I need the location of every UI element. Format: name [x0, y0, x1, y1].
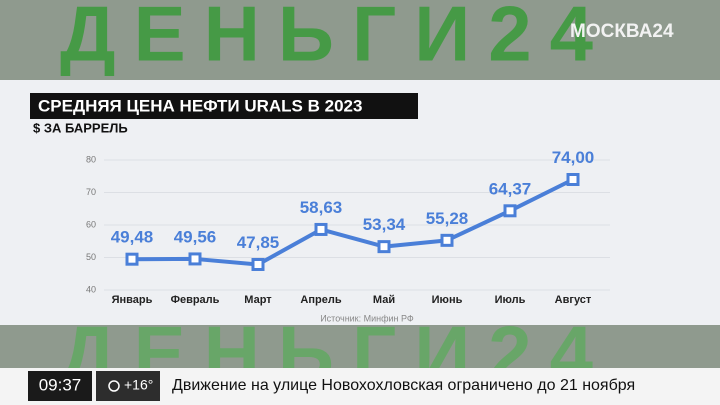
marker	[566, 173, 580, 186]
marker	[188, 252, 202, 266]
x-tick-label: Июнь	[432, 294, 463, 306]
headline: Движение на улице Новохохловская огранич…	[172, 377, 635, 394]
x-tick-label: Март	[244, 294, 272, 306]
y-tick-label: 60	[86, 219, 96, 229]
source: Источник: Минфин РФ	[320, 313, 414, 323]
sun-icon	[108, 380, 120, 392]
weather: +16°	[124, 377, 153, 393]
value-label: 64,37	[489, 179, 532, 198]
value-label: 74,00	[552, 148, 595, 167]
value-label: 49,48	[111, 228, 154, 247]
line	[131, 177, 574, 267]
x-tick-label: Апрель	[300, 294, 341, 306]
background-brand: ДЕНЬГИ24	[60, 0, 611, 78]
y-tick-label: 70	[86, 187, 96, 197]
x-tick-label: Январь	[112, 294, 153, 306]
marker	[377, 240, 391, 254]
x-tick-label: Февраль	[171, 294, 220, 306]
y-tick-label: 50	[86, 252, 96, 262]
x-tick-label: Май	[373, 294, 395, 306]
chart-title: СРЕДНЯЯ ЦЕНА НЕФТИ URALS В 2023	[38, 96, 362, 115]
chart-panel	[0, 80, 720, 325]
y-tick-label: 40	[86, 284, 96, 294]
clock-box	[28, 371, 92, 401]
weather-box	[96, 371, 160, 401]
y-tick-label: 80	[86, 154, 96, 164]
value-label: 55,28	[426, 209, 469, 228]
channel-logo: МОСКВА24	[570, 21, 674, 42]
value-label: 47,85	[237, 233, 280, 252]
value-label: 53,34	[363, 215, 406, 234]
marker	[440, 233, 454, 247]
marker	[503, 204, 517, 218]
title-box	[30, 93, 418, 119]
value-label: 49,56	[174, 227, 217, 246]
x-tick-label: Август	[555, 294, 592, 306]
x-tick-label: Июль	[495, 294, 526, 306]
marker	[251, 257, 265, 271]
marker	[125, 252, 139, 266]
marker	[314, 222, 328, 236]
plot: 40 50 60 70 80 Январь 49,48 Февраль 49,56 Март 47,…	[86, 148, 610, 306]
value-label: 58,63	[300, 198, 343, 217]
clock: 09:37	[39, 375, 82, 394]
chart-subtitle: $ ЗА БАРРЕЛЬ	[33, 120, 128, 135]
